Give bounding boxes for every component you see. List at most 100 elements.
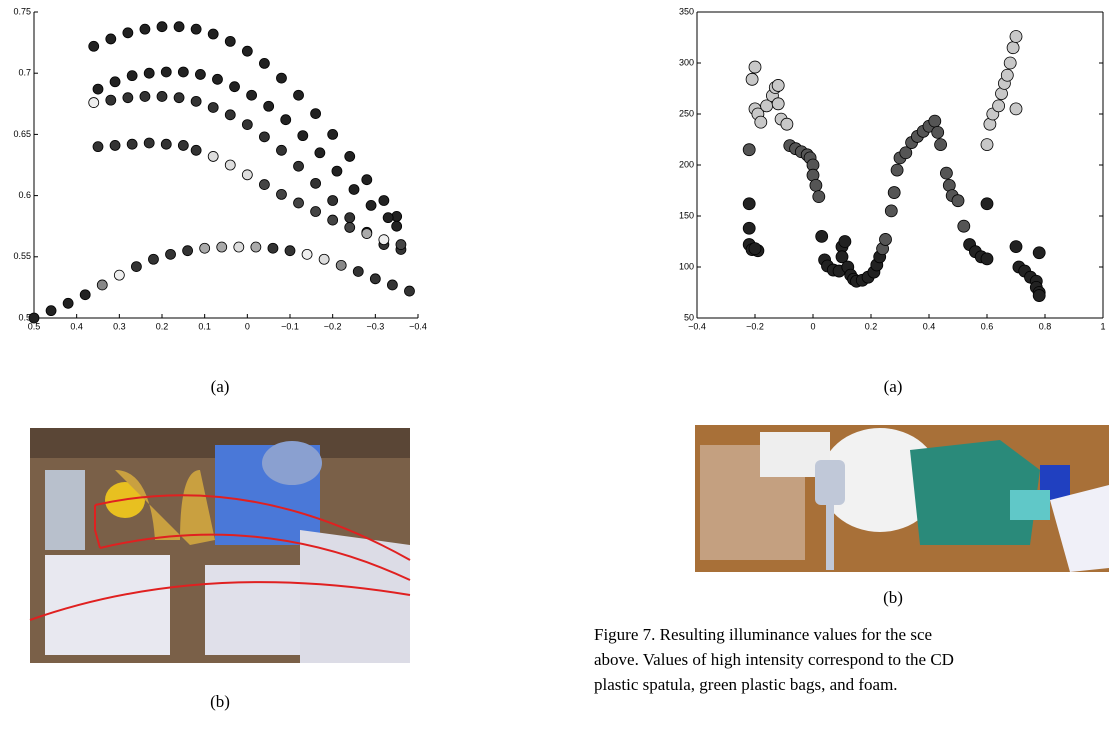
point: [382, 212, 394, 224]
x-tick-label: 0: [245, 321, 250, 331]
point: [771, 97, 785, 111]
point: [1003, 56, 1017, 70]
point: [352, 266, 364, 277]
point: [177, 140, 189, 151]
point: [207, 28, 219, 40]
point: [109, 140, 121, 151]
point: [344, 222, 356, 233]
x-tick-label: −0.4: [409, 321, 427, 331]
point: [992, 99, 1005, 113]
point: [126, 70, 138, 82]
point: [391, 220, 403, 232]
point: [92, 83, 104, 95]
point: [241, 119, 253, 131]
point: [1009, 102, 1023, 116]
point: [109, 76, 121, 88]
x-tick-label: −0.4: [688, 321, 706, 331]
point: [745, 72, 759, 86]
subfigure-label: (a): [211, 377, 230, 396]
y-tick-label: 0.6: [18, 190, 31, 200]
point: [378, 234, 390, 246]
point: [835, 250, 849, 264]
point: [980, 138, 994, 152]
point: [241, 45, 253, 57]
subfigure-label: (a): [884, 377, 903, 396]
figure-caption: Figure 7. Resulting illuminance values f…: [594, 625, 932, 644]
point: [233, 241, 245, 253]
point: [310, 206, 322, 217]
point: [1000, 68, 1014, 82]
x-tick-label: −0.3: [366, 321, 384, 331]
y-tick-label: 0.75: [13, 6, 31, 16]
point: [267, 242, 279, 254]
point: [934, 138, 947, 152]
y-tick-label: 0.55: [13, 251, 31, 261]
x-tick-label: 0.6: [981, 321, 994, 331]
subfigure-label: (b): [883, 588, 903, 607]
point: [45, 305, 57, 317]
point: [754, 115, 768, 129]
x-tick-label: 0.2: [865, 321, 878, 331]
point: [395, 239, 407, 250]
point: [838, 235, 852, 248]
point: [369, 273, 381, 285]
point: [126, 138, 138, 150]
point: [940, 166, 953, 180]
point: [318, 253, 330, 265]
point: [122, 92, 134, 104]
point: [928, 114, 942, 128]
point: [951, 194, 965, 208]
point: [361, 228, 373, 239]
point: [62, 297, 74, 309]
y-tick-label: 100: [679, 261, 694, 271]
y-tick-label: 350: [679, 6, 694, 16]
x-tick-label: 0.4: [70, 321, 83, 331]
point: [890, 163, 904, 177]
point: [143, 137, 155, 149]
point: [276, 188, 287, 200]
point: [88, 97, 100, 108]
point: [404, 285, 415, 297]
point: [224, 159, 236, 171]
point: [224, 109, 236, 121]
point: [344, 151, 356, 162]
point: [190, 144, 202, 156]
point: [199, 242, 211, 254]
point: [148, 253, 159, 265]
point: [276, 72, 287, 84]
y-tick-label: 0.5: [18, 312, 31, 322]
point: [1006, 41, 1020, 55]
point: [216, 241, 228, 253]
point: [177, 66, 189, 78]
point: [246, 89, 258, 101]
point: [378, 195, 390, 206]
point: [1032, 289, 1046, 302]
point: [293, 89, 304, 101]
point: [263, 100, 275, 112]
point: [348, 184, 360, 195]
point: [344, 212, 356, 224]
y-tick-label: 0.7: [18, 68, 31, 78]
y-tick-label: 0.65: [13, 129, 31, 139]
point: [742, 197, 756, 211]
point: [207, 102, 219, 113]
photo-right: [695, 425, 1109, 572]
point: [258, 58, 270, 69]
point: [160, 138, 172, 150]
point: [139, 91, 151, 102]
point: [815, 229, 829, 243]
x-tick-label: 0.8: [1039, 321, 1052, 331]
point: [293, 197, 304, 209]
point: [980, 197, 994, 211]
point: [310, 108, 322, 119]
point: [92, 141, 104, 153]
point: [165, 248, 176, 260]
point: [742, 221, 756, 235]
point: [122, 27, 134, 39]
point: [88, 40, 100, 52]
point: [250, 241, 262, 253]
point: [79, 289, 91, 301]
point: [748, 60, 762, 74]
